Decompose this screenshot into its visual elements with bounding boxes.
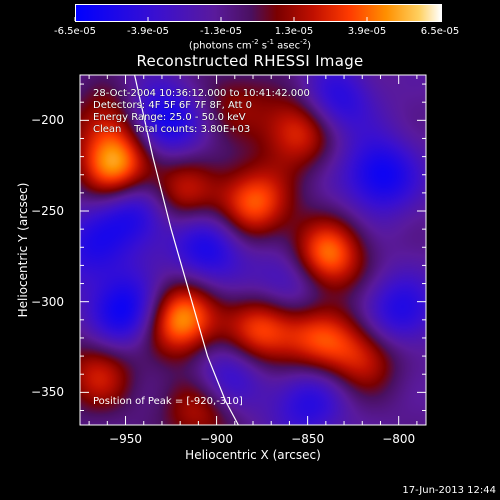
units-sup: -2 <box>251 38 259 46</box>
y-tick-label: −350 <box>31 385 64 400</box>
y-tick-label: −200 <box>31 113 64 128</box>
heatmap-image <box>80 75 426 425</box>
limb-curve <box>134 75 239 425</box>
chart-title: Reconstructed RHESSI Image <box>136 52 364 70</box>
info-total-counts: Clean Total counts: 3.80E+03 <box>93 124 251 135</box>
colorbar-units: (photons cm-2 s-1 asec-2) <box>0 38 500 51</box>
y-tick-label: −250 <box>31 204 64 218</box>
x-tick-label: −900 <box>200 432 234 446</box>
limb-line <box>134 75 239 425</box>
info-time-range: 28-Oct-2004 10:36:12.000 to 10:41:42.000 <box>93 88 310 99</box>
plot-area <box>80 75 426 425</box>
units-part: (photons cm <box>188 40 252 52</box>
colorbar-tick-label: -6.5e-05 <box>54 26 96 37</box>
x-tick-label: −800 <box>382 432 416 446</box>
units-sup: -2 <box>300 38 308 46</box>
info-energy-range: Energy Range: 25.0 - 50.0 keV <box>93 112 246 123</box>
info-detectors: Detectors: 4F 5F 6F 7F 8F, Att 0 <box>93 100 253 111</box>
colorbar-tick-label: 3.9e-05 <box>347 26 387 37</box>
y-axis-label: Heliocentric Y (arcsec) <box>16 182 30 318</box>
colorbar-ticks <box>74 17 441 21</box>
colorbar-gradient <box>75 4 442 22</box>
units-part: s <box>258 40 268 52</box>
units-part: asec <box>274 40 301 52</box>
y-tick-label: −300 <box>31 294 64 309</box>
colorbar-tick-label: -3.9e-05 <box>127 26 169 37</box>
colorbar-tick-label: 1.3e-05 <box>274 26 314 37</box>
units-sup: -1 <box>267 38 274 46</box>
peak-position-label: Position of Peak = [-920,-310] <box>93 396 243 407</box>
colorbar-tick-label: -1.3e-05 <box>200 26 242 37</box>
x-tick-label: −950 <box>109 432 142 446</box>
timestamp-footer: 17-Jun-2013 12:44 <box>402 485 496 496</box>
units-part: ) <box>307 40 312 52</box>
colorbar-tick-label: 6.5e-05 <box>420 26 460 37</box>
x-tick-label: −850 <box>291 432 325 446</box>
x-axis-label: Heliocentric X (arcsec) <box>185 448 321 462</box>
